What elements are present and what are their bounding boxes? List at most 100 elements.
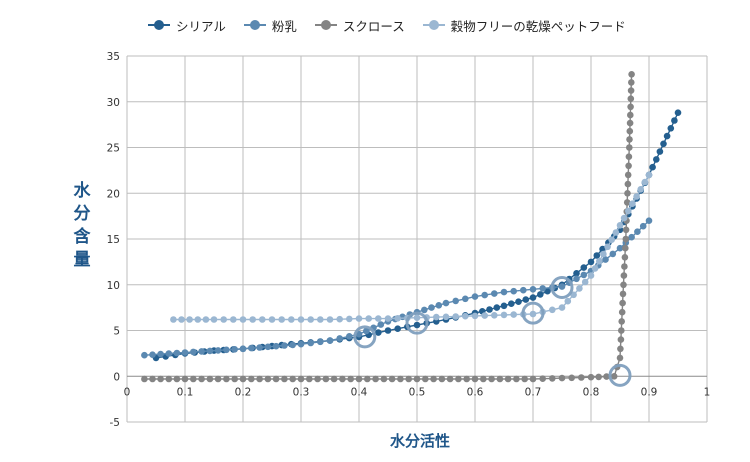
data-point bbox=[564, 297, 572, 305]
data-point bbox=[141, 351, 148, 359]
y-tick-label: 15 bbox=[107, 234, 120, 246]
x-tick-label: 0.1 bbox=[177, 386, 194, 398]
data-point bbox=[537, 291, 544, 298]
highlight-circle bbox=[521, 301, 545, 325]
data-point bbox=[433, 313, 440, 321]
data-point bbox=[231, 375, 238, 383]
data-point bbox=[259, 316, 266, 323]
data-point bbox=[336, 315, 344, 323]
data-point bbox=[249, 316, 256, 323]
data-point bbox=[268, 316, 276, 323]
data-point bbox=[202, 316, 210, 323]
legend-item: 穀物フリーの乾燥ペットフード bbox=[422, 16, 626, 35]
data-point bbox=[214, 375, 222, 383]
data-point bbox=[363, 327, 370, 335]
data-point bbox=[622, 244, 629, 252]
data-point bbox=[248, 344, 255, 352]
data-point bbox=[190, 348, 197, 356]
highlight-circles bbox=[353, 275, 632, 387]
data-point bbox=[377, 321, 385, 328]
data-point bbox=[397, 375, 404, 383]
data-point bbox=[413, 321, 421, 329]
data-point bbox=[622, 226, 630, 234]
data-point bbox=[618, 308, 626, 316]
x-tick-label: 0.9 bbox=[641, 386, 658, 398]
legend-label: スクロース bbox=[342, 18, 405, 34]
data-point bbox=[600, 250, 607, 258]
data-point bbox=[326, 337, 334, 344]
data-point bbox=[388, 375, 396, 383]
data-point bbox=[413, 314, 421, 322]
data-point bbox=[330, 375, 338, 383]
data-point bbox=[306, 375, 313, 383]
data-point bbox=[595, 373, 602, 381]
data-point bbox=[336, 335, 344, 342]
data-point bbox=[462, 295, 469, 303]
y-tick-label: 30 bbox=[107, 97, 120, 109]
data-point bbox=[307, 316, 315, 323]
data-point bbox=[667, 125, 675, 132]
data-point bbox=[558, 304, 566, 311]
data-point bbox=[428, 304, 435, 311]
data-point bbox=[157, 375, 164, 383]
data-point bbox=[190, 375, 197, 383]
data-point bbox=[500, 311, 508, 319]
data-point bbox=[438, 375, 446, 383]
data-point bbox=[375, 315, 382, 322]
data-point bbox=[633, 193, 640, 200]
y-tick-label: 35 bbox=[107, 51, 120, 63]
data-point bbox=[513, 375, 520, 383]
data-point bbox=[529, 294, 537, 301]
data-point bbox=[500, 288, 508, 296]
x-tick-label: 0.2 bbox=[235, 386, 252, 398]
data-point bbox=[463, 375, 471, 383]
data-point bbox=[580, 264, 588, 271]
data-point bbox=[625, 207, 632, 215]
legend: シリアル 粉乳 スクロース 穀物フリーの乾燥ペットフード bbox=[148, 14, 626, 36]
data-point bbox=[355, 315, 363, 322]
data-point bbox=[314, 375, 321, 383]
data-point bbox=[602, 256, 609, 263]
data-point bbox=[663, 132, 671, 140]
legend-label: 穀物フリーの乾燥ペットフード bbox=[450, 18, 626, 34]
legend-swatch bbox=[314, 20, 337, 30]
legend-label: シリアル bbox=[176, 18, 226, 34]
series-layer bbox=[141, 71, 682, 383]
data-point bbox=[603, 373, 610, 380]
y-tick-label: 20 bbox=[107, 188, 120, 200]
data-point bbox=[421, 306, 428, 314]
data-point bbox=[626, 119, 634, 127]
data-point bbox=[446, 375, 454, 383]
data-point bbox=[612, 229, 620, 236]
data-point bbox=[587, 272, 595, 279]
data-point bbox=[656, 148, 664, 155]
data-point bbox=[322, 375, 330, 383]
data-point bbox=[521, 375, 528, 383]
highlight-circle bbox=[353, 325, 377, 349]
series-3 bbox=[141, 71, 635, 383]
data-point bbox=[223, 375, 230, 383]
data-point bbox=[628, 79, 635, 86]
data-point bbox=[394, 325, 402, 333]
data-point bbox=[653, 156, 660, 163]
data-point bbox=[239, 345, 247, 353]
data-point bbox=[639, 222, 647, 230]
data-point bbox=[539, 375, 546, 383]
data-point bbox=[510, 311, 517, 318]
data-point bbox=[264, 375, 272, 383]
x-tick-label: 0.5 bbox=[409, 386, 426, 398]
data-point bbox=[214, 347, 222, 354]
data-point bbox=[239, 316, 247, 323]
data-point bbox=[496, 375, 504, 383]
data-point bbox=[626, 136, 633, 143]
data-point bbox=[627, 95, 635, 102]
data-point bbox=[609, 250, 617, 258]
data-point bbox=[256, 344, 263, 351]
data-point bbox=[394, 315, 402, 322]
data-point bbox=[573, 270, 580, 277]
data-point bbox=[297, 375, 305, 383]
data-point bbox=[620, 281, 627, 289]
data-point bbox=[198, 348, 205, 355]
y-tick-label: -5 bbox=[110, 417, 120, 429]
legend-swatch bbox=[148, 20, 170, 30]
